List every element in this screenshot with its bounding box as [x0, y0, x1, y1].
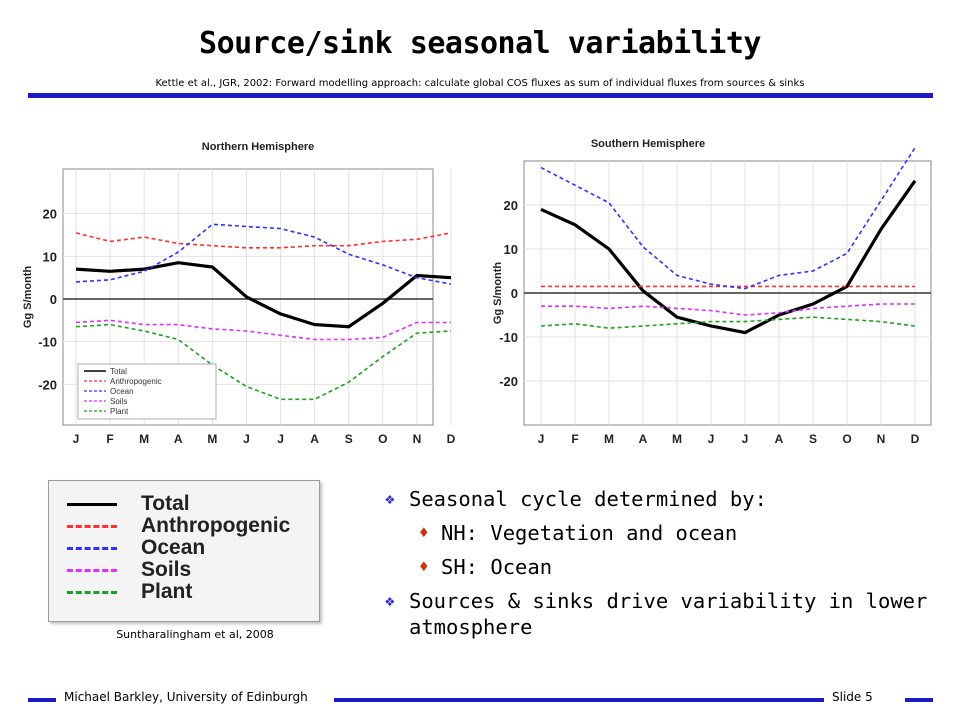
x-tick-label: D	[911, 432, 920, 446]
x-tick-label: A	[775, 432, 784, 446]
x-tick-label: D	[447, 432, 456, 446]
legend-line-soils	[67, 568, 117, 572]
legend-entry-total: Total	[67, 492, 190, 515]
y-tick-label: -10	[38, 335, 57, 350]
y-tick-label: -10	[499, 330, 518, 345]
x-tick-label: O	[378, 432, 387, 446]
chart-title: Northern Hemisphere	[202, 141, 314, 153]
y-tick-label: 0	[511, 286, 518, 301]
chart-southern-hemisphere: 20 10 0 -10 -20 J F M A M J J A S O N D Southern Hemisphe…	[492, 138, 932, 446]
title-rule	[28, 93, 933, 98]
bullet-text: Seasonal cycle determined by:	[409, 487, 767, 511]
chart-panel: 20 10 0 -10 -20 J F M A M J J A S O N D Northern Hemisphe…	[8, 113, 952, 458]
sub-bullet-item: ♦ SH: Ocean	[385, 554, 945, 580]
x-tick-label: S	[809, 432, 817, 446]
y-tick-label: 10	[43, 249, 57, 264]
legend-line-ocean	[67, 546, 117, 550]
x-tick-label: A	[310, 432, 319, 446]
y-axis-label: Gg S/month	[492, 262, 504, 325]
legend-entry-plant: Plant	[67, 580, 193, 603]
bullet-diamond-icon: ❖	[385, 489, 395, 508]
x-tick-label: M	[139, 432, 149, 446]
x-tick-label: J	[708, 432, 715, 446]
sub-bullet-text: SH: Ocean	[441, 555, 553, 579]
sub-bullet-item: ♦ NH: Vegetation and ocean	[385, 520, 945, 546]
series-line-ocean	[75, 223, 452, 285]
legend-label-plant: Plant	[141, 580, 193, 603]
sub-bullet-diamond-icon: ♦	[419, 523, 429, 542]
x-tick-label: S	[345, 432, 353, 446]
slide-subtitle: Kettle et al., JGR, 2002: Forward modell…	[155, 78, 805, 89]
x-tick-label: J	[73, 432, 80, 446]
slide-title: Source/sink seasonal variability	[199, 26, 761, 61]
chart-title: Southern Hemisphere	[591, 138, 705, 150]
series-line-ocean	[540, 147, 916, 290]
inner-legend-label: Anthropogenic	[110, 377, 162, 386]
legend-entry-anthropogenic: Anthropogenic	[67, 514, 291, 537]
x-tick-label: N	[877, 432, 886, 446]
x-tick-label: M	[604, 432, 614, 446]
footer-bar-left	[28, 698, 56, 702]
x-tick-label: J	[243, 432, 250, 446]
inner-legend-label: Ocean	[110, 387, 134, 396]
series-line-plant	[75, 323, 452, 401]
bullet-list: ❖ Seasonal cycle determined by: ♦ NH: Ve…	[385, 486, 945, 640]
legend-entry-soils: Soils	[67, 558, 192, 581]
series-line-anthropogenic	[75, 232, 452, 249]
legend-entry-ocean: Ocean	[67, 536, 206, 559]
x-tick-label: M	[672, 432, 682, 446]
inner-legend-label: Total	[110, 367, 127, 376]
legend-label-soils: Soils	[141, 558, 192, 581]
chart-northern-hemisphere: 20 10 0 -10 -20 J F M A M J J A S O N D Northern Hemisphe…	[22, 141, 456, 446]
inner-legend-box	[77, 363, 217, 420]
y-tick-label: 20	[504, 198, 518, 213]
footer-slide-number: Slide 5	[832, 690, 873, 704]
figure-credit: Suntharalingham et al, 2008	[116, 628, 274, 641]
y-tick-label: -20	[499, 374, 518, 389]
legend-label-ocean: Ocean	[141, 536, 206, 559]
y-tick-label: -20	[38, 377, 57, 392]
series-line-total	[540, 179, 917, 335]
legend-label-total: Total	[141, 492, 190, 515]
legend-line-plant	[67, 590, 117, 594]
y-tick-label: 0	[50, 292, 57, 307]
y-tick-label: 10	[504, 242, 518, 257]
x-tick-label: J	[742, 432, 749, 446]
bullet-text: Sources & sinks drive variability in low…	[409, 589, 928, 639]
bullet-item: ❖ Sources & sinks drive variability in l…	[385, 588, 945, 640]
footer-bar-right	[905, 698, 933, 702]
bullet-diamond-icon: ❖	[385, 591, 395, 610]
x-tick-label: O	[842, 432, 851, 446]
x-tick-label: M	[207, 432, 217, 446]
legend-label-anthropogenic: Anthropogenic	[141, 514, 291, 537]
series-line-total	[75, 261, 452, 329]
legend-line-total	[67, 502, 117, 506]
legend-line-anthropogenic	[67, 524, 117, 528]
footer-bar-middle	[334, 698, 824, 702]
sub-bullet-text: NH: Vegetation and ocean	[441, 521, 738, 545]
footer-author: Michael Barkley, University of Edinburgh	[64, 690, 308, 704]
x-tick-label: F	[571, 432, 578, 446]
y-axis-label: Gg S/month	[22, 266, 34, 329]
inner-legend-label: Plant	[110, 407, 129, 416]
x-tick-label: A	[639, 432, 648, 446]
x-tick-label: J	[277, 432, 284, 446]
x-tick-label: A	[174, 432, 183, 446]
x-tick-label: N	[413, 432, 422, 446]
charts-svg: 20 10 0 -10 -20 J F M A M J J A S O N D Northern Hemisphe…	[22, 138, 932, 446]
x-tick-label: J	[538, 432, 545, 446]
legend-box: Total Anthropogenic Ocean Soils Plant	[48, 480, 320, 622]
bullet-item: ❖ Seasonal cycle determined by:	[385, 486, 945, 512]
inner-legend-label: Soils	[110, 397, 127, 406]
sub-bullet-diamond-icon: ♦	[419, 557, 429, 576]
x-tick-label: F	[106, 432, 113, 446]
y-tick-label: 20	[43, 207, 57, 222]
